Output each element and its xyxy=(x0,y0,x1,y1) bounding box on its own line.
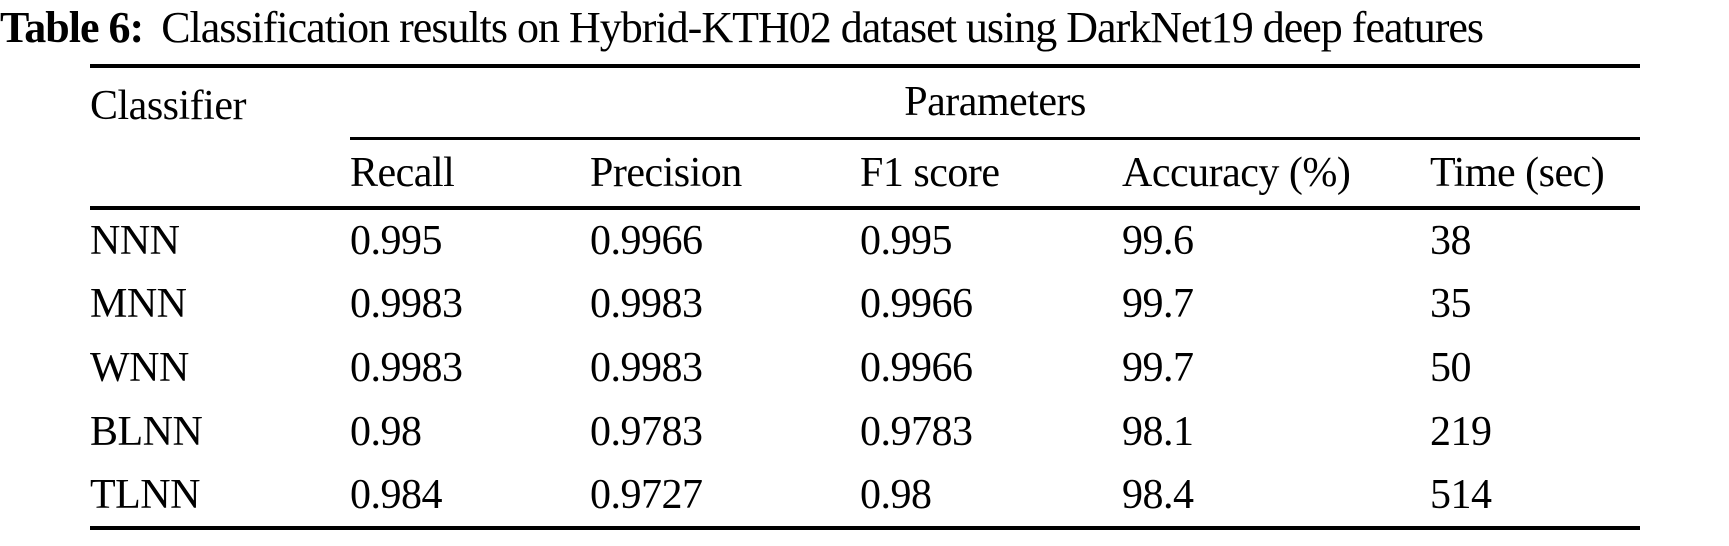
table-subheader-row: Recall Precision F1 score Accuracy (%) T… xyxy=(90,138,1641,210)
column-header-time: Time (sec) xyxy=(1430,138,1641,210)
cell-time: 38 xyxy=(1430,218,1472,264)
table-caption: Table 6: Classification results on Hybrid… xyxy=(0,2,1729,55)
cell-precision: 0.9783 xyxy=(590,409,703,455)
table-group-header-row: Classifier Parameters xyxy=(90,66,1641,210)
cell-recall: 0.98 xyxy=(350,409,422,455)
cell-classifier: NNN xyxy=(90,218,180,264)
cell-accuracy: 99.6 xyxy=(1122,218,1194,264)
cell-recall: 0.995 xyxy=(350,218,443,264)
cell-time: 514 xyxy=(1430,464,1641,530)
cell-classifier: TLNN xyxy=(90,464,350,530)
cell-precision: 0.9966 xyxy=(590,218,703,264)
cell-time: 219 xyxy=(1430,409,1492,455)
cell-recall: 0.9983 xyxy=(350,281,463,327)
cell-precision: 0.9727 xyxy=(590,464,860,530)
cell-f1-score: 0.9966 xyxy=(860,281,973,327)
table-row: WNN 0.9983 0.9983 0.9966 99.7 50 xyxy=(90,336,1640,400)
column-header-precision: Precision xyxy=(590,138,860,210)
cell-classifier: WNN xyxy=(90,345,189,391)
cell-f1-score: 0.98 xyxy=(860,464,1122,530)
column-header-classifier: Classifier xyxy=(90,66,350,210)
table-row: BLNN 0.98 0.9783 0.9783 98.1 219 xyxy=(90,400,1640,464)
cell-f1-score: 0.9783 xyxy=(860,409,973,455)
cell-precision: 0.9983 xyxy=(590,345,703,391)
cell-accuracy: 98.4 xyxy=(1122,464,1430,530)
cell-accuracy: 99.7 xyxy=(1122,281,1194,327)
table-row: NNN 0.995 0.9966 0.995 99.6 38 xyxy=(90,208,1640,272)
table-row: TLNN 0.984 0.9727 0.98 98.4 514 xyxy=(90,464,1641,530)
column-header-accuracy: Accuracy (%) xyxy=(1122,138,1430,210)
cell-classifier: BLNN xyxy=(90,409,203,455)
table-caption-text: Classification results on Hybrid-KTH02 d… xyxy=(161,3,1484,52)
classification-results-table: Classifier Parameters Recall Precision F… xyxy=(90,64,1641,530)
column-header-f1-score: F1 score xyxy=(860,138,1122,210)
table-row: MNN 0.9983 0.9983 0.9966 99.7 35 xyxy=(90,272,1640,336)
cell-time: 35 xyxy=(1430,281,1472,327)
column-group-header-parameters: Parameters xyxy=(350,66,1641,140)
table-caption-label: Table 6: xyxy=(0,3,144,52)
cell-recall: 0.984 xyxy=(350,464,590,530)
cell-time: 50 xyxy=(1430,345,1472,391)
cell-accuracy: 98.1 xyxy=(1122,409,1194,455)
cell-f1-score: 0.995 xyxy=(860,218,953,264)
cell-classifier: MNN xyxy=(90,281,187,327)
cell-f1-score: 0.9966 xyxy=(860,345,973,391)
cell-accuracy: 99.7 xyxy=(1122,345,1194,391)
cell-recall: 0.9983 xyxy=(350,345,463,391)
cell-precision: 0.9983 xyxy=(590,281,703,327)
column-header-recall: Recall xyxy=(350,138,590,210)
